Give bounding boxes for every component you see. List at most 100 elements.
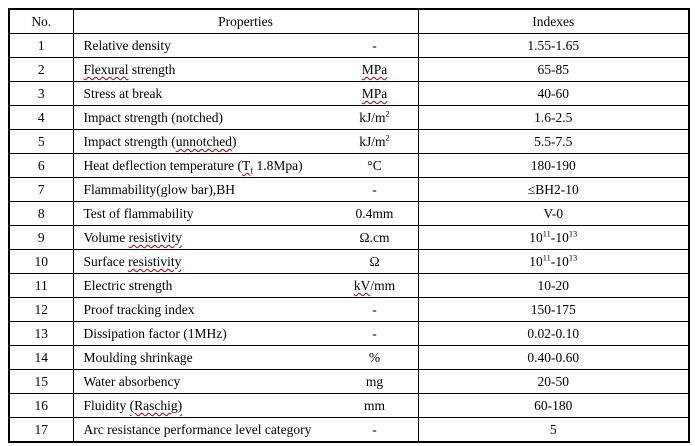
property-cell: Water absorbency mg <box>72 369 419 394</box>
property-unit: kJ/m2 <box>342 133 408 149</box>
property-name-segment: Test of flammability <box>83 205 194 221</box>
row-number: 11 <box>8 273 74 298</box>
index-value-segment: 60-180 <box>534 397 573 413</box>
property-cell-layout: Impact strength (unnotched) kJ/m2 <box>74 131 417 153</box>
property-name-segment: Impact strength (notched) <box>83 109 223 125</box>
property-name-segment: Volume <box>83 229 129 245</box>
property-cell-layout: Volume resistivity Ω.cm <box>74 227 417 249</box>
row-number: 17 <box>8 417 74 443</box>
property-name-segment: Electric strength <box>83 277 173 293</box>
table-row: 4 Impact strength (notched) kJ/m2 1.6-2.5 <box>8 105 690 130</box>
property-name: Impact strength (unnotched) <box>84 135 237 149</box>
property-cell: Impact strength (unnotched) kJ/m2 <box>72 129 419 154</box>
index-value-segment: 20-50 <box>537 373 570 389</box>
index-value: 1.6-2.5 <box>417 105 690 130</box>
property-cell-layout: Relative density - <box>74 35 417 57</box>
property-name: Arc resistance performance level categor… <box>84 423 312 437</box>
index-value-segment: 11 <box>542 229 551 239</box>
property-cell: Arc resistance performance level categor… <box>72 417 419 443</box>
property-unit: kJ/m2 <box>342 109 408 125</box>
property-name-segment: ) <box>231 133 237 149</box>
table-body: 1 Relative density -1.55-1.65 2 Flexural str… <box>8 33 690 443</box>
property-cell-layout: Fluidity (Raschig) mm <box>74 395 417 417</box>
index-value-segment: 0.40-0.60 <box>527 349 580 365</box>
property-name: Surface resistivity <box>84 255 182 269</box>
property-cell: Flexural strength MPa <box>72 57 419 82</box>
property-name-segment: Arc resistance performance level categor… <box>83 421 312 437</box>
property-name-segment: Impact strength ( <box>83 133 176 149</box>
property-unit: MPa <box>342 87 408 101</box>
property-name: Relative density <box>84 39 171 53</box>
index-value: 150-175 <box>417 297 690 322</box>
property-unit-segment: kJ/m <box>359 133 386 149</box>
table-header: No. Properties Indexes <box>8 8 690 34</box>
property-cell-layout: Proof tracking index - <box>74 299 417 321</box>
property-cell: Impact strength (notched) kJ/m2 <box>72 105 419 130</box>
index-value: 10-20 <box>417 273 690 298</box>
row-number: 7 <box>8 177 74 202</box>
index-value: 0.40-0.60 <box>417 345 690 370</box>
property-cell-layout: Stress at break MPa <box>74 83 417 105</box>
property-unit-segment: Ω.cm <box>359 229 390 245</box>
property-unit-segment: 2 <box>385 109 390 119</box>
row-number: 1 <box>8 33 74 58</box>
property-name-segment: Fluidity <box>83 397 130 413</box>
property-cell-layout: Flexural strength MPa <box>74 59 417 81</box>
property-name-segment: T <box>242 157 251 173</box>
property-cell: Relative density - <box>72 33 419 58</box>
property-name-segment: Water absorbency <box>83 373 181 389</box>
property-unit-segment: - <box>372 301 377 317</box>
property-unit: kV/mm <box>342 279 408 293</box>
property-name-segment: Heat deflection temperature ( <box>83 157 243 173</box>
row-number: 3 <box>8 81 74 106</box>
property-name-segment: Flammability(glow bar),BH <box>83 181 235 197</box>
index-value-segment: 13 <box>568 229 578 239</box>
property-unit-segment: 2 <box>385 133 390 143</box>
index-value-segment: -10 <box>550 253 569 269</box>
property-unit-segment: % <box>368 349 381 365</box>
index-value-segment: 13 <box>568 253 578 263</box>
property-name-segment: (Raschig) <box>129 397 183 413</box>
property-name-segment: Stress at break <box>83 85 163 101</box>
index-value: 40-60 <box>417 81 690 106</box>
index-value: 20-50 <box>417 369 690 394</box>
property-unit-segment: °C <box>367 157 382 173</box>
property-unit-segment: MPa <box>361 61 388 77</box>
property-unit-segment: kV <box>353 277 371 293</box>
property-name-segment: strength <box>128 61 176 77</box>
index-value-segment: 65-85 <box>537 61 570 77</box>
index-value-segment: 11 <box>542 253 551 263</box>
index-value: V-0 <box>417 201 690 226</box>
index-value-segment: 10 <box>529 229 543 245</box>
index-value-segment: 5 <box>549 421 557 437</box>
row-number: 13 <box>8 321 74 346</box>
row-number: 9 <box>8 225 74 250</box>
property-name-segment: 1.8Mpa) <box>253 157 303 173</box>
index-value: 65-85 <box>417 57 690 82</box>
property-unit: - <box>342 303 408 317</box>
row-number: 15 <box>8 369 74 394</box>
property-name: Water absorbency <box>84 375 181 389</box>
index-value: 5 <box>417 417 690 443</box>
property-cell: Electric strength kV/mm <box>72 273 419 298</box>
header-properties: Properties <box>72 8 419 34</box>
index-value-segment: 180-190 <box>530 157 576 173</box>
header-no: No. <box>8 8 74 34</box>
table-row: 9 Volume resistivity Ω.cm 1011-1013 <box>8 225 690 250</box>
property-name: Flammability(glow bar),BH <box>84 183 235 197</box>
property-name: Heat deflection temperature (Tf 1.8Mpa) <box>83 157 303 176</box>
table-row: 16 Fluidity (Raschig) mm 60-180 <box>8 393 690 418</box>
property-cell: Surface resistivity Ω <box>72 249 419 274</box>
property-unit-segment: Ω <box>369 253 380 269</box>
property-name: Fluidity (Raschig) <box>84 399 183 413</box>
property-name: Impact strength (notched) <box>84 111 223 125</box>
index-value: 1011-1013 <box>417 249 690 274</box>
row-number: 12 <box>8 297 74 322</box>
property-cell: Stress at break MPa <box>72 81 419 106</box>
property-cell-layout: Flammability(glow bar),BH - <box>74 179 417 201</box>
table-row: 6 Heat deflection temperature (Tf 1.8Mpa)… <box>8 153 690 178</box>
table-row: 14 Moulding shrinkage% 0.40-0.60 <box>8 345 690 370</box>
property-cell-layout: Test of flammability 0.4mm <box>74 203 417 225</box>
property-name: Dissipation factor (1MHz) <box>84 327 227 341</box>
index-value: 0.02-0.10 <box>417 321 690 346</box>
